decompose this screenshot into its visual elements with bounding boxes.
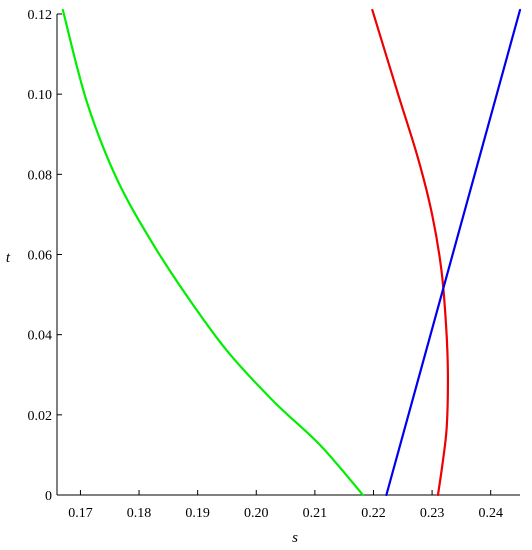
y-axis-title: t	[6, 250, 11, 266]
y-axis: 0 0.02 0.04 0.06 0.08 0.10 0.12	[28, 8, 62, 504]
y-tick-label: 0	[45, 489, 52, 504]
x-tick-label: 0.22	[361, 506, 386, 521]
axis-titles: s t	[6, 250, 298, 546]
series-blue-line	[385, 8, 522, 497]
x-axis-title: s	[292, 530, 298, 546]
x-tick-label: 0.20	[244, 506, 269, 521]
x-tick-label: 0.19	[185, 506, 210, 521]
x-tick-label: 0.23	[420, 506, 445, 521]
y-tick-label: 0.02	[28, 409, 53, 424]
x-axis: 0.17 0.18 0.19 0.20 0.21 0.22 0.23 0.24	[57, 490, 520, 521]
y-tick-label: 0.10	[28, 88, 53, 103]
x-tick-label: 0.18	[127, 506, 152, 521]
y-tick-label: 0.06	[28, 249, 53, 264]
x-tick-label: 0.21	[303, 506, 328, 521]
y-tick-label: 0.04	[28, 329, 53, 344]
series-group	[61, 8, 522, 497]
y-tick-label: 0.08	[28, 168, 53, 183]
x-tick-label: 0.17	[68, 506, 93, 521]
series-green-line	[61, 8, 365, 497]
x-tick-label: 0.24	[478, 506, 503, 521]
y-tick-label: 0.12	[28, 8, 53, 23]
series-red-line	[371, 8, 450, 497]
